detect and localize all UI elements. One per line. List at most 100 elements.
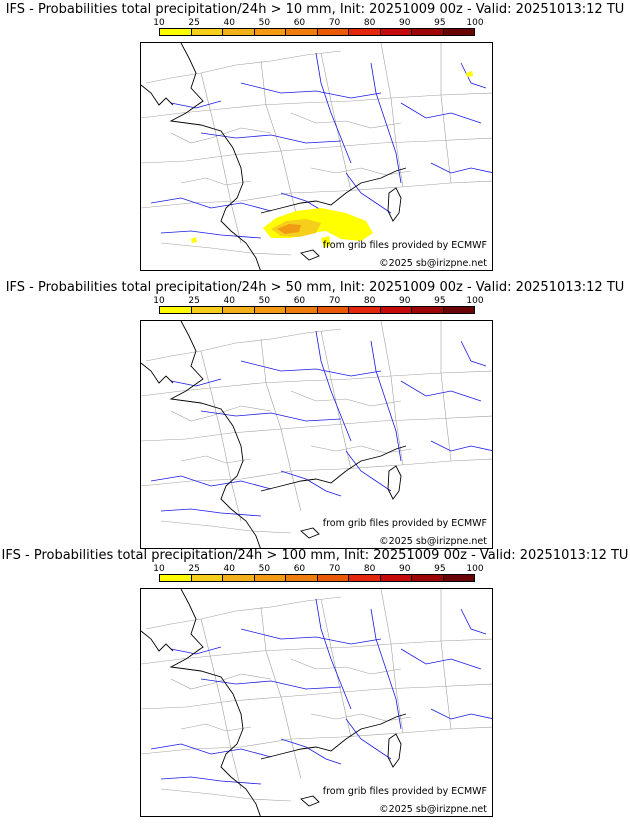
colorbar bbox=[159, 574, 475, 582]
admin-border bbox=[170, 673, 272, 690]
colorbar-tick: 100 bbox=[466, 18, 484, 28]
river bbox=[150, 743, 272, 758]
colorbar-segment bbox=[160, 29, 192, 35]
coast bbox=[141, 84, 174, 106]
colorbar-tick: 60 bbox=[293, 18, 306, 28]
corsica-island bbox=[387, 465, 402, 500]
admin-border bbox=[141, 458, 492, 487]
admin-border bbox=[180, 177, 252, 186]
colorbar-segment bbox=[443, 29, 474, 35]
river bbox=[150, 197, 272, 212]
precip-area-10-25 bbox=[321, 236, 331, 248]
admin-border bbox=[170, 405, 272, 422]
admin-borders bbox=[141, 43, 492, 256]
corsica-island bbox=[387, 733, 402, 768]
colorbar-tick: 90 bbox=[399, 18, 411, 28]
colorbar-segment bbox=[412, 307, 444, 313]
colorbar-tick: 60 bbox=[293, 296, 306, 306]
colorbar-tick: 95 bbox=[434, 296, 446, 306]
admin-border bbox=[160, 788, 292, 802]
colorbar-segment bbox=[286, 29, 318, 35]
admin-border bbox=[260, 60, 302, 234]
colorbar-tick: 50 bbox=[258, 564, 271, 574]
colorbar-segment bbox=[380, 575, 412, 581]
admin-border bbox=[310, 167, 412, 176]
colorbar-tick: 40 bbox=[223, 18, 235, 28]
colorbar-tick: 25 bbox=[188, 296, 200, 306]
source-credit: from grib files provided by ECMWF bbox=[322, 518, 487, 529]
colorbar bbox=[159, 306, 475, 314]
admin-border bbox=[141, 180, 492, 209]
coastline bbox=[141, 321, 407, 548]
river bbox=[460, 340, 487, 367]
admin-border bbox=[200, 350, 242, 522]
forecast-panel-10mm: IFS - Probabilities total precipitation/… bbox=[0, 2, 630, 272]
admin-border bbox=[200, 618, 242, 790]
colorbar-segment bbox=[380, 29, 412, 35]
coast bbox=[169, 589, 261, 816]
river bbox=[460, 608, 487, 635]
admin-border bbox=[440, 589, 452, 730]
colorbar-tick: 50 bbox=[258, 18, 271, 28]
river bbox=[315, 598, 352, 710]
river bbox=[160, 776, 262, 785]
admin-border bbox=[290, 390, 402, 407]
colorbar-tick: 50 bbox=[258, 296, 271, 306]
river bbox=[430, 162, 492, 174]
river bbox=[370, 62, 402, 184]
colorbar-segment bbox=[412, 29, 444, 35]
colorbar-tick-labels: 10 25 40 50 60 70 80 90 95 100 bbox=[153, 564, 483, 574]
colorbar-segment bbox=[223, 575, 255, 581]
colorbar-segment bbox=[223, 307, 255, 313]
admin-border bbox=[440, 43, 452, 184]
river bbox=[170, 646, 222, 655]
coast bbox=[260, 445, 407, 492]
admin-border bbox=[290, 658, 402, 675]
balearic-island bbox=[300, 249, 320, 261]
precip-area-10-25 bbox=[466, 71, 473, 77]
forecast-panel-50mm: IFS - Probabilities total precipitation/… bbox=[0, 280, 630, 550]
panel-title: IFS - Probabilities total precipitation/… bbox=[5, 280, 625, 295]
panel-title: IFS - Probabilities total precipitation/… bbox=[1, 548, 629, 563]
colorbar-tick: 100 bbox=[466, 296, 484, 306]
colorbar-segment bbox=[349, 575, 381, 581]
admin-border bbox=[320, 598, 352, 738]
admin-border bbox=[260, 606, 302, 780]
coast bbox=[141, 630, 174, 652]
colorbar-segment bbox=[317, 29, 349, 35]
colorbar-tick: 25 bbox=[188, 564, 200, 574]
river bbox=[160, 230, 262, 239]
colorbar-tick: 80 bbox=[363, 296, 376, 306]
colorbar-tick: 95 bbox=[434, 18, 446, 28]
colorbar-tick-labels: 10 25 40 50 60 70 80 90 95 100 bbox=[153, 296, 483, 306]
river bbox=[170, 378, 222, 387]
river bbox=[400, 102, 482, 124]
admin-border bbox=[141, 415, 492, 442]
colorbar-tick: 70 bbox=[328, 564, 341, 574]
colorbar-segment bbox=[286, 307, 318, 313]
colorbar-segment bbox=[254, 307, 286, 313]
admin-border bbox=[440, 321, 452, 462]
colorbar-tick: 100 bbox=[466, 564, 484, 574]
admin-border bbox=[160, 242, 292, 256]
colorbar-tick: 25 bbox=[188, 18, 200, 28]
admin-border bbox=[141, 726, 492, 755]
admin-border bbox=[141, 683, 492, 710]
colorbar-segment bbox=[191, 307, 223, 313]
colorbar-segment bbox=[254, 29, 286, 35]
copyright-credit: ©2025 sb@irizpne.net bbox=[379, 536, 487, 547]
colorbar-tick: 10 bbox=[153, 296, 165, 306]
land-area bbox=[141, 321, 492, 548]
colorbar-segment bbox=[286, 575, 318, 581]
colorbar-segment bbox=[317, 575, 349, 581]
admin-border bbox=[145, 50, 342, 84]
colorbar bbox=[159, 28, 475, 36]
river bbox=[400, 380, 482, 402]
base-map bbox=[141, 321, 492, 548]
colorbar-segment bbox=[349, 307, 381, 313]
admin-border bbox=[260, 338, 302, 512]
river bbox=[240, 82, 382, 99]
admin-border bbox=[310, 713, 412, 722]
balearic-island bbox=[300, 795, 320, 807]
coast bbox=[260, 713, 407, 760]
